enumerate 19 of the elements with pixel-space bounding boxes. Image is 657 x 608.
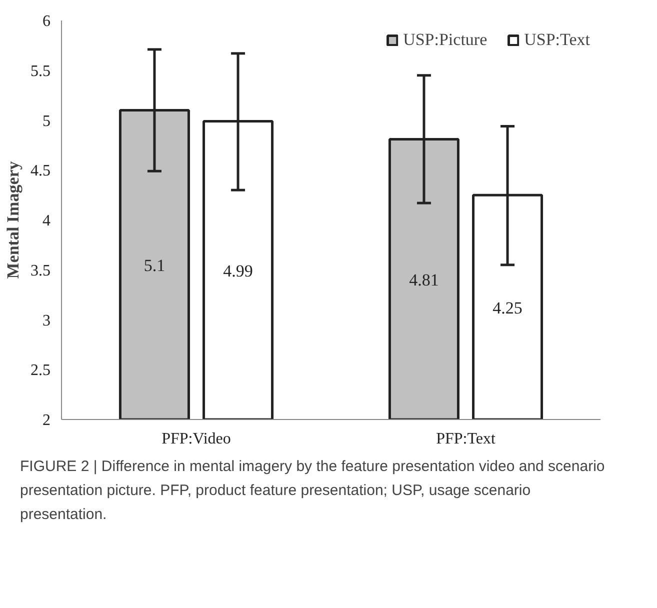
y-axis-title: Mental Imagery — [4, 160, 22, 279]
y-tick-label: 6 — [42, 13, 50, 30]
data-label: 5.1 — [144, 256, 166, 275]
data-label: 4.81 — [409, 270, 439, 290]
y-tick-label: 2.5 — [30, 362, 50, 380]
y-tick-label: 3 — [42, 312, 50, 330]
y-tick-label: 2 — [42, 412, 50, 429]
legend-label: USP:Picture — [403, 30, 488, 50]
data-label: 4.25 — [492, 298, 522, 318]
legend-label: USP:Text — [524, 30, 590, 50]
x-tick-label: PFP:Text — [436, 430, 496, 448]
x-tick-label: PFP:Video — [162, 430, 231, 448]
y-tick-label: 5.5 — [30, 62, 50, 80]
y-tick-label: 4.5 — [30, 162, 50, 180]
y-tick-label: 5 — [42, 112, 50, 130]
y-tick-label: 3.5 — [30, 262, 50, 280]
y-tick-label: 4 — [42, 212, 50, 230]
caption: FIGURE 2 | Difference in mental imagery by the feature presentation video and scenario presentation picture. PFP, product feature presentation; USP, usage scenario presentation. — [20, 457, 606, 525]
data-label: 4.99 — [223, 261, 253, 280]
